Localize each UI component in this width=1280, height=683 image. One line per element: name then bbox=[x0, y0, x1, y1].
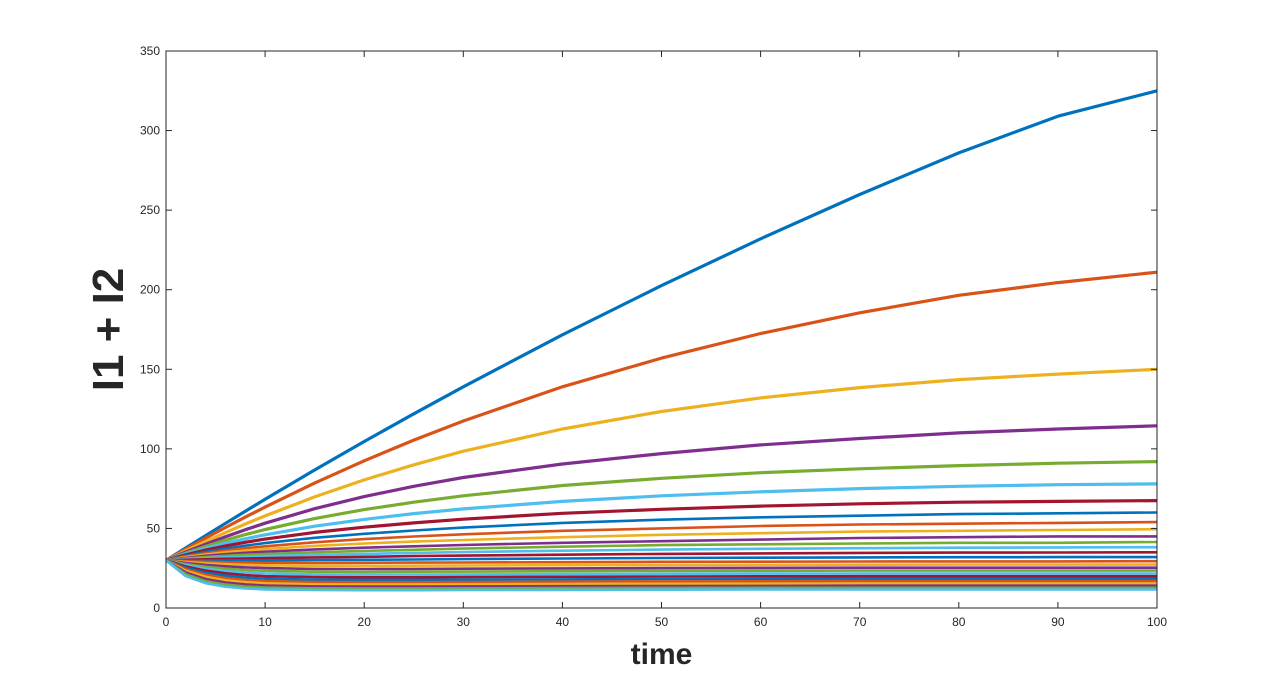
series-line-14 bbox=[165, 550, 1158, 562]
x-tick-label: 80 bbox=[952, 615, 966, 629]
y-tick-label: 300 bbox=[140, 124, 160, 138]
series-line-25 bbox=[165, 559, 1157, 588]
series-line-10 bbox=[165, 527, 1158, 562]
series-line-18 bbox=[165, 559, 1157, 571]
y-tick-label: 50 bbox=[147, 521, 161, 535]
y-axis-title: I1 + I2 bbox=[84, 268, 133, 392]
series-line-15 bbox=[165, 555, 1157, 562]
series-line-12 bbox=[165, 540, 1158, 562]
x-tick-label: 20 bbox=[358, 615, 372, 629]
series-layer bbox=[165, 89, 1158, 592]
series-line-4 bbox=[165, 424, 1158, 562]
series-line-16 bbox=[165, 559, 1158, 565]
series-line-26 bbox=[165, 559, 1157, 590]
x-tick-label: 70 bbox=[853, 615, 867, 629]
series-line-19 bbox=[165, 559, 1157, 574]
x-tick-label: 0 bbox=[163, 615, 170, 629]
x-tick-label: 10 bbox=[258, 615, 272, 629]
series-line-24 bbox=[165, 559, 1157, 586]
series-line-2 bbox=[165, 270, 1158, 562]
x-tick-label: 40 bbox=[556, 615, 570, 629]
y-tick-label: 0 bbox=[153, 601, 160, 615]
y-tick-label: 350 bbox=[140, 44, 160, 58]
x-tick-label: 100 bbox=[1147, 615, 1167, 629]
x-axis-title: time bbox=[631, 638, 693, 671]
series-line-1 bbox=[165, 89, 1158, 562]
series-line-9 bbox=[165, 520, 1158, 562]
y-tick-label: 100 bbox=[140, 442, 160, 456]
y-tick-label: 200 bbox=[140, 283, 160, 297]
y-tick-label: 150 bbox=[140, 362, 160, 376]
x-tick-label: 50 bbox=[655, 615, 669, 629]
series-line-11 bbox=[165, 535, 1157, 562]
series-line-17 bbox=[165, 559, 1157, 568]
x-tick-label: 30 bbox=[457, 615, 471, 629]
y-tick-label: 250 bbox=[140, 203, 160, 217]
series-line-23 bbox=[165, 559, 1157, 584]
series-line-8 bbox=[165, 511, 1158, 562]
series-line-22 bbox=[165, 559, 1157, 582]
series-line-21 bbox=[165, 559, 1157, 579]
series-line-27 bbox=[165, 559, 1157, 592]
x-tick-label: 60 bbox=[754, 615, 768, 629]
series-line-5 bbox=[165, 460, 1158, 562]
series-line-3 bbox=[165, 367, 1158, 562]
series-line-7 bbox=[165, 499, 1158, 562]
series-line-20 bbox=[165, 559, 1157, 576]
x-tick-label: 90 bbox=[1051, 615, 1065, 629]
ticks-layer: 0 10 20 30 40 50 60 70 80 90 100 0 50 100 150 200 250 300… bbox=[140, 44, 1167, 629]
series-line-6 bbox=[165, 482, 1158, 562]
